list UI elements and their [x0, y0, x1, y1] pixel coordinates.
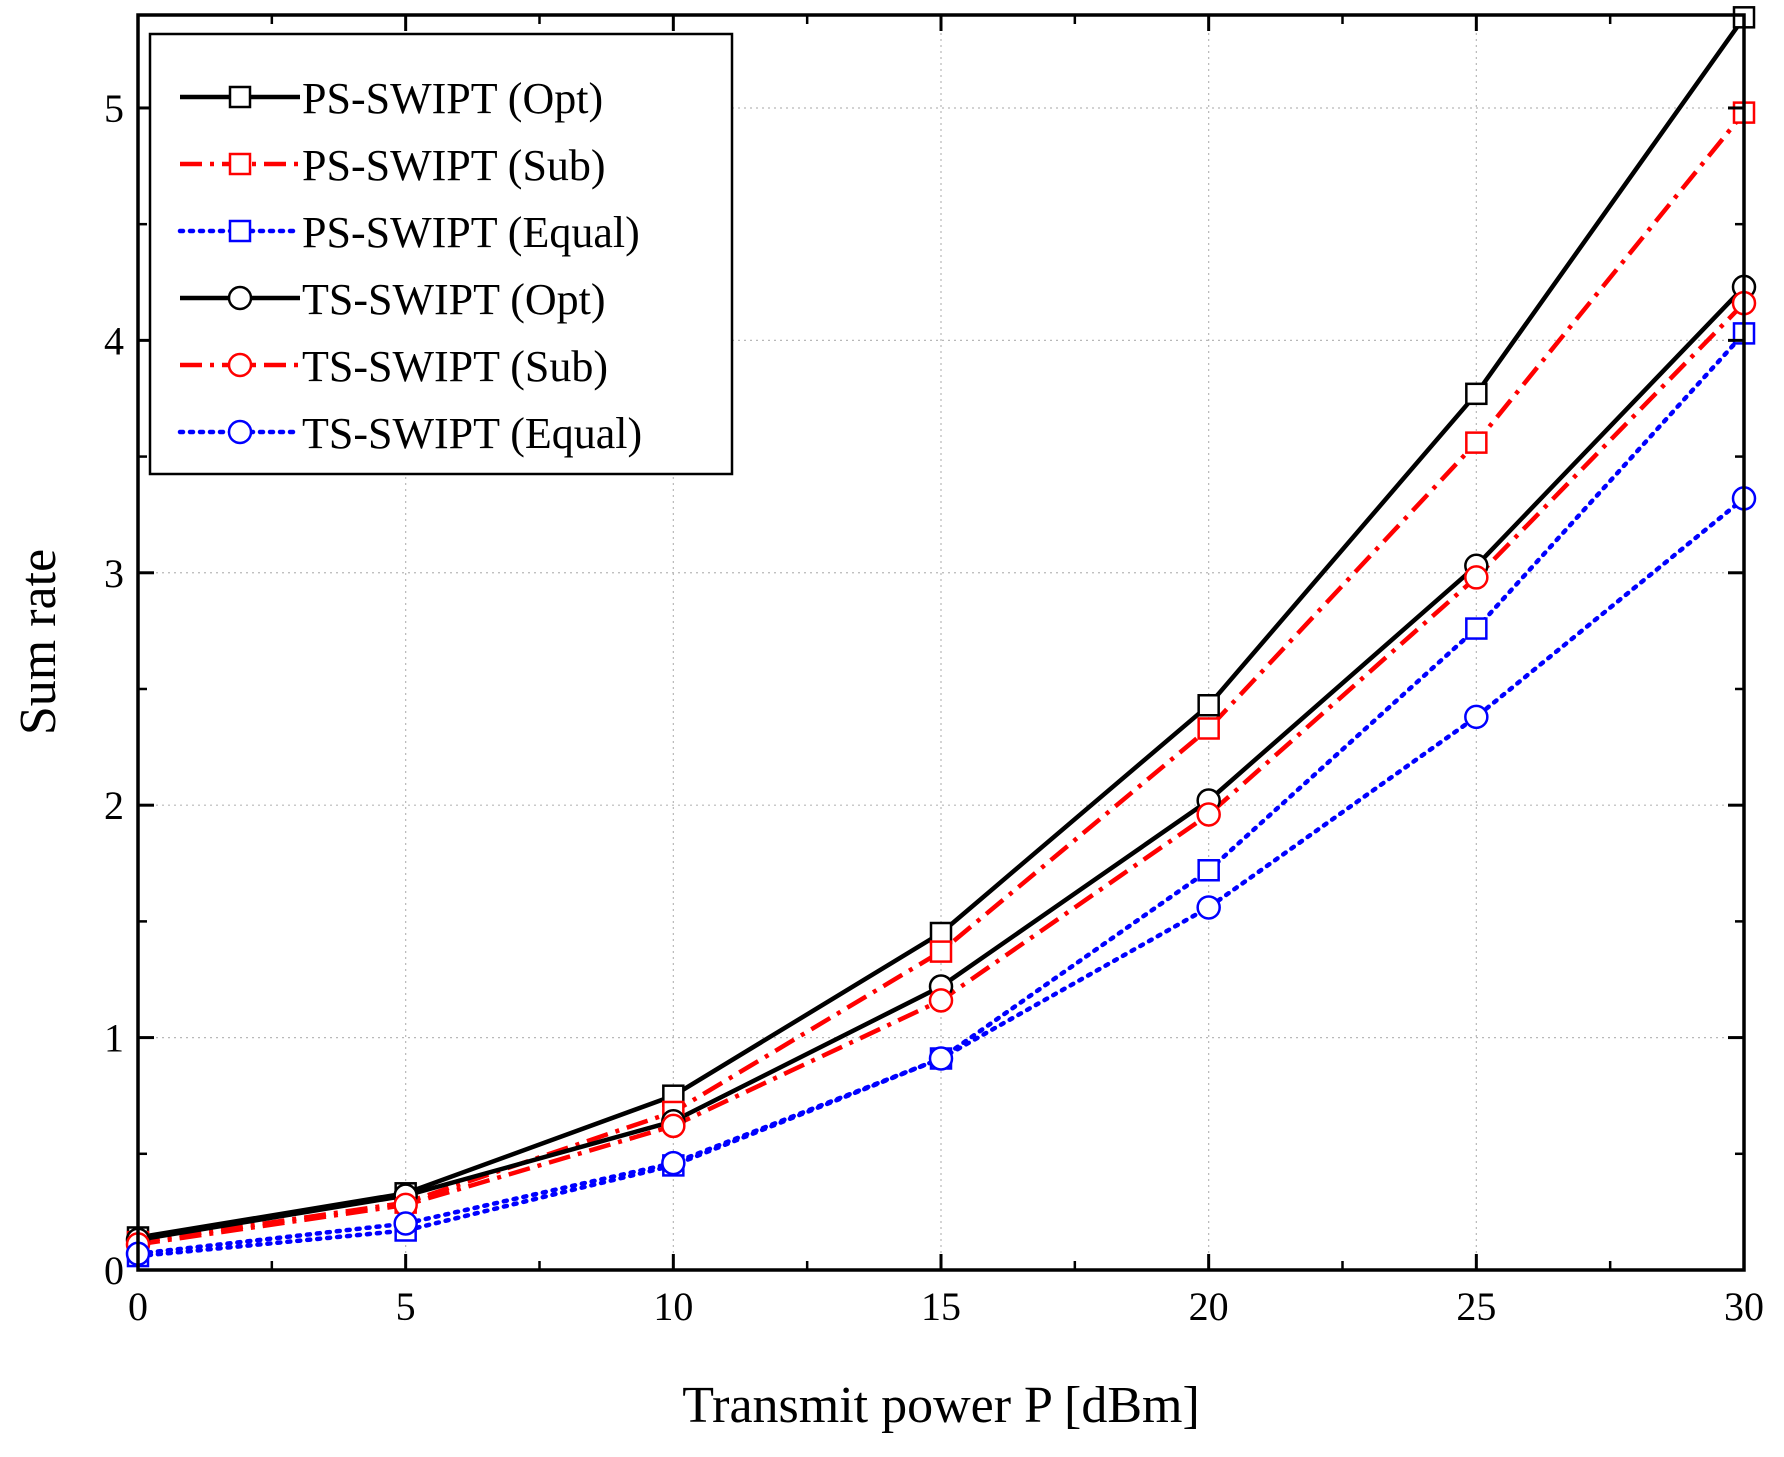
legend-marker: [228, 85, 252, 109]
data-point: [1197, 859, 1220, 882]
data-point: [1465, 617, 1488, 640]
data-point: [1465, 382, 1488, 406]
legend-label: TS-SWIPT (Opt): [302, 275, 606, 324]
y-tick-label: 4: [104, 318, 124, 363]
data-point: [661, 1150, 686, 1176]
axis-ticks: 0 5 10 15 20 25 30 0 1 2 3 4 5: [104, 15, 1764, 1329]
data-point: [1196, 895, 1221, 920]
x-tick-label: 0: [128, 1284, 148, 1329]
data-point: [928, 1046, 954, 1071]
legend-label: PS-SWIPT (Opt): [302, 74, 603, 123]
data-point: [929, 940, 953, 963]
x-axis-title: Transmit power P [dBm]: [682, 1377, 1200, 1434]
legend: PS-SWIPT (Opt) PS-SWIPT (Sub) PS-SWIPT (Eq…: [148, 32, 734, 476]
x-tick-label: 20: [1189, 1284, 1229, 1329]
legend-marker: [227, 419, 253, 445]
x-tick-label: 10: [653, 1284, 693, 1329]
y-tick-label: 3: [104, 551, 124, 596]
x-tick-label: 5: [396, 1284, 416, 1329]
data-point: [393, 1211, 418, 1236]
x-tick-label: 15: [921, 1284, 961, 1329]
legend-label: PS-SWIPT (Equal): [302, 208, 640, 257]
data-point: [1197, 717, 1220, 740]
y-tick-label: 2: [104, 783, 124, 828]
data-point: [661, 1113, 686, 1139]
legend-label: PS-SWIPT (Sub): [302, 141, 606, 190]
legend-label: TS-SWIPT (Equal): [302, 409, 642, 458]
legend-label: TS-SWIPT (Sub): [302, 342, 608, 391]
data-point: [1196, 802, 1221, 827]
data-point: [1197, 694, 1220, 717]
data-point: [1464, 565, 1489, 590]
legend-marker: [227, 352, 253, 378]
data-point: [928, 988, 954, 1013]
data-point: [1464, 704, 1489, 730]
x-tick-label: 25: [1456, 1284, 1496, 1329]
legend-marker: [227, 285, 253, 311]
y-axis-title: Sum rate: [10, 549, 67, 735]
data-point: [929, 921, 953, 945]
data-point: [1465, 431, 1488, 454]
legend-marker: [228, 219, 252, 243]
x-tick-label: 30: [1724, 1284, 1764, 1329]
y-tick-label: 1: [104, 1016, 124, 1061]
y-tick-label: 5: [104, 86, 124, 131]
legend-marker: [228, 152, 252, 176]
y-tick-label: 0: [104, 1248, 124, 1293]
